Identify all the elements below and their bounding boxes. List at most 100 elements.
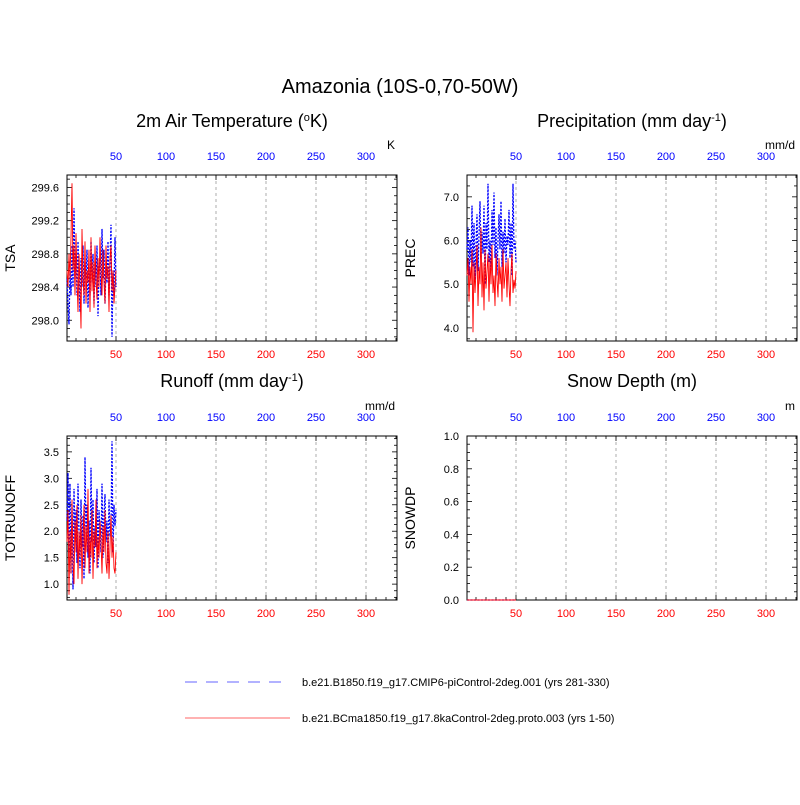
y-tick-label: 298.8 [31,249,59,261]
panel-title-suffix: ) [721,111,727,131]
panel-title-text: Runoff (mm day [160,371,288,391]
x-tick-label-top: 250 [307,412,325,424]
x-tick-label-top: 150 [207,412,225,424]
panel-title-text: Precipitation (mm day [537,111,711,131]
series-line-2 [466,227,517,333]
y-tick-label: 7.0 [444,192,459,204]
legend-label-2: b.e21.BCma1850.f19_g17.8kaControl-2deg.p… [302,713,614,725]
x-tick-label-top: 300 [357,412,375,424]
x-tick-label-top: 50 [510,412,522,424]
legend: b.e21.B1850.f19_g17.CMIP6-piControl-2deg… [185,677,614,725]
x-tick-label-bottom: 150 [207,349,225,361]
y-axis-label: TOTRUNOFF [2,475,18,561]
x-tick-label-bottom: 100 [157,349,175,361]
panel-title-sup: -1 [711,112,721,124]
x-tick-label-bottom: 250 [307,608,325,620]
plot-frame [466,174,798,342]
series-line-2 [66,488,117,595]
x-tick-label-bottom: 250 [707,608,725,620]
x-tick-label-top: 200 [657,151,675,163]
panel-title-sup: -1 [288,372,298,384]
x-tick-label-top: 150 [607,151,625,163]
y-tick-label: 0.2 [444,562,459,574]
series-line-1 [466,183,517,285]
y-tick-label: 5.0 [444,279,459,291]
x-tick-label-top: 300 [357,151,375,163]
x-tick-label-bottom: 100 [157,608,175,620]
y-tick-label: 3.0 [44,473,59,485]
y-axis-label: PREC [402,239,418,278]
y-tick-label: 298.4 [31,282,59,294]
x-tick-label-top: 250 [707,151,725,163]
panel-title: 2m Air Temperature (oK) [136,111,328,131]
x-tick-label-bottom: 150 [607,608,625,620]
units-label: K [387,138,395,152]
x-tick-label-bottom: 150 [607,349,625,361]
x-tick-label-top: 300 [757,412,775,424]
x-tick-label-bottom: 300 [757,608,775,620]
y-tick-label: 2.0 [44,526,59,538]
x-tick-label-top: 100 [557,412,575,424]
units-label: m [785,399,795,413]
x-tick-label-top: 50 [110,151,122,163]
panel-tsa: 2m Air Temperature (oK) K 50 50 100 100 150 150… [2,111,398,361]
x-tick-label-bottom: 100 [557,608,575,620]
x-tick-label-bottom: 200 [657,349,675,361]
y-tick-label: 2.5 [44,500,59,512]
x-tick-label-bottom: 200 [657,608,675,620]
x-tick-label-top: 300 [757,151,775,163]
panel-title-text: 2m Air Temperature ( [136,111,304,131]
panel-title: Precipitation (mm day-1) [537,111,727,131]
y-tick-label: 299.6 [31,182,59,194]
x-tick-label-bottom: 50 [110,608,122,620]
x-tick-label-bottom: 200 [257,349,275,361]
series-line-2 [66,183,117,329]
y-axis-label: TSA [2,244,18,272]
panel-title-text: Snow Depth (m) [567,371,697,391]
x-tick-label-bottom: 100 [557,349,575,361]
x-tick-label-bottom: 50 [510,608,522,620]
plot-frame [66,435,398,601]
panel-title: Snow Depth (m) [567,371,697,391]
x-tick-label-top: 100 [157,151,175,163]
x-tick-label-bottom: 300 [357,608,375,620]
y-tick-label: 299.2 [31,216,59,228]
x-tick-label-top: 50 [510,151,522,163]
x-tick-label-bottom: 50 [110,349,122,361]
panel-title: Runoff (mm day-1) [160,371,304,391]
plot-frame [466,435,798,601]
y-axis-label: SNOWDP [402,487,418,550]
panel-title-suffix: K) [310,111,328,131]
x-tick-label-top: 250 [707,412,725,424]
y-tick-label: 0.8 [444,464,459,476]
x-tick-label-top: 200 [257,151,275,163]
x-tick-label-top: 200 [657,412,675,424]
x-tick-label-top: 250 [307,151,325,163]
y-tick-label: 1.5 [44,553,59,565]
x-tick-label-bottom: 50 [510,349,522,361]
panel-snowdp: Snow Depth (m) m 50 50 100 100 150 150 200 200 250… [402,371,798,620]
panels: 2m Air Temperature (oK) K 50 50 100 100 150 150… [2,111,798,620]
panel-totrunoff: Runoff (mm day-1) mm/d 50 50 100 100 150 150 200… [2,371,398,620]
y-tick-label: 6.0 [444,236,459,248]
x-tick-label-bottom: 250 [307,349,325,361]
panel-title-suffix: ) [298,371,304,391]
y-tick-label: 0.4 [444,529,459,541]
x-tick-label-top: 50 [110,412,122,424]
x-tick-label-bottom: 200 [257,608,275,620]
y-tick-label: 4.0 [444,323,459,335]
y-tick-label: 1.0 [44,579,59,591]
y-tick-label: 3.5 [44,447,59,459]
x-tick-label-bottom: 300 [357,349,375,361]
plot-frame [66,174,398,342]
y-tick-label: 1.0 [444,431,459,443]
units-label: mm/d [765,138,795,152]
x-tick-label-top: 150 [607,412,625,424]
x-tick-label-top: 200 [257,412,275,424]
y-tick-label: 0.0 [444,595,459,607]
x-tick-label-bottom: 250 [707,349,725,361]
x-tick-label-top: 100 [157,412,175,424]
units-label: mm/d [365,399,395,413]
